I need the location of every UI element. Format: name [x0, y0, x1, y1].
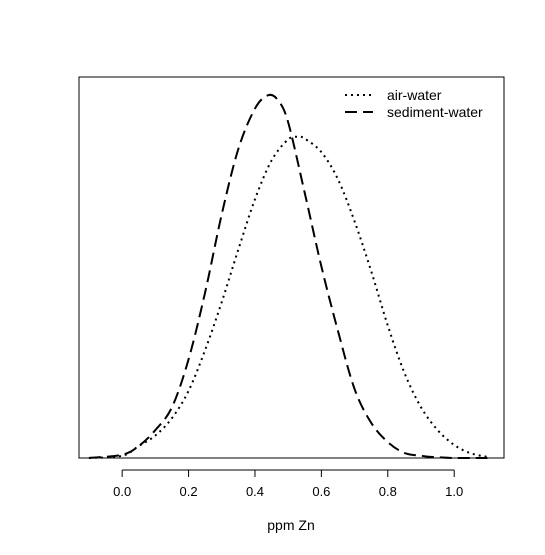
x-tick-label: 1.0 — [445, 484, 463, 499]
series-line-air-water — [88, 135, 488, 459]
x-tick-label: 0.6 — [312, 484, 330, 499]
legend-label-sediment-water: sediment-water — [387, 104, 483, 120]
series-line-sediment-water — [88, 93, 488, 460]
legend-label-air-water: air-water — [387, 87, 442, 103]
series-lines — [88, 93, 488, 460]
x-axis: 0.0 0.2 0.4 0.6 0.8 1.0 — [113, 469, 463, 499]
plot-frame — [78, 76, 505, 459]
x-tick-label: 0.2 — [180, 484, 198, 499]
x-axis-title: ppm Zn — [267, 517, 314, 533]
x-tick-label: 0.4 — [246, 484, 264, 499]
x-tick-label: 0.8 — [379, 484, 397, 499]
x-tick-label: 0.0 — [113, 484, 131, 499]
